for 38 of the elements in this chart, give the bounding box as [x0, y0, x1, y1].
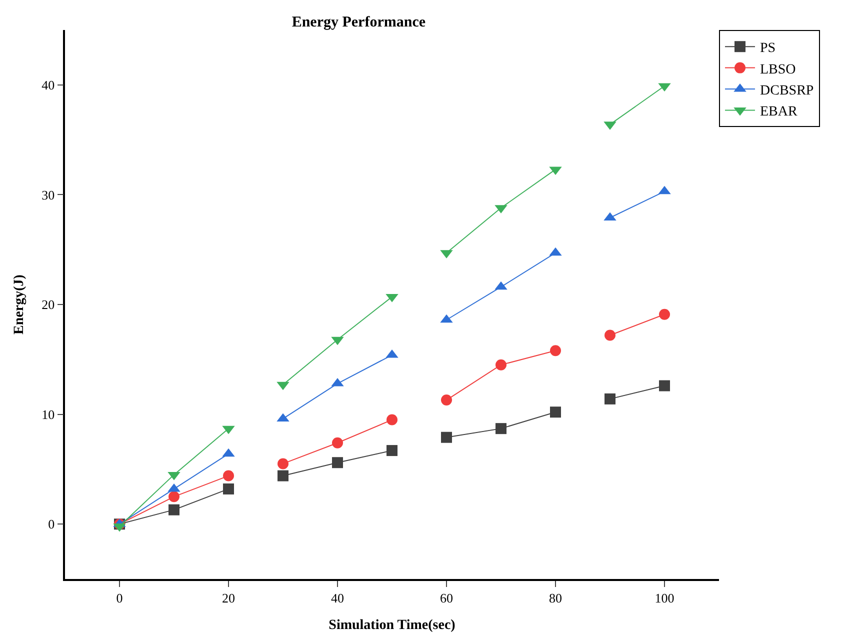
x-tick-label: 20 — [222, 590, 235, 606]
point — [441, 394, 452, 406]
x-tick-label: 40 — [331, 590, 344, 606]
chart-title: Energy Performance — [292, 14, 426, 31]
point — [168, 491, 180, 502]
x-tick-label: 0 — [116, 590, 123, 606]
legend-label: EBAR — [760, 104, 798, 120]
point — [496, 359, 506, 370]
point — [604, 393, 616, 404]
point — [659, 380, 670, 392]
point — [278, 458, 288, 470]
x-axis-title: Simulation Time(sec) — [328, 618, 456, 634]
point — [332, 457, 343, 468]
point — [604, 330, 616, 341]
point — [659, 308, 670, 320]
point — [441, 432, 452, 443]
y-tick-label: 10 — [42, 406, 55, 422]
point — [168, 504, 180, 516]
point — [386, 414, 398, 426]
x-tick-label: 80 — [549, 590, 562, 606]
point — [223, 470, 234, 482]
point — [496, 423, 506, 434]
point — [550, 406, 561, 418]
point — [278, 470, 288, 482]
y-tick-label: 40 — [42, 77, 55, 92]
y-axis-title: Energy(J) — [12, 274, 27, 334]
point — [223, 483, 234, 494]
y-tick-label: 20 — [42, 297, 55, 312]
y-tick-label: 30 — [42, 187, 55, 202]
point — [386, 445, 398, 456]
x-tick-label: 60 — [440, 590, 453, 606]
legend-label: LBSO — [760, 62, 796, 78]
y-tick-label: 0 — [48, 516, 55, 532]
point — [550, 345, 561, 356]
x-tick-label: 100 — [654, 590, 674, 606]
point — [332, 437, 343, 448]
legend-label: PS — [760, 41, 776, 56]
legend-label: DCBSRP — [760, 83, 814, 98]
